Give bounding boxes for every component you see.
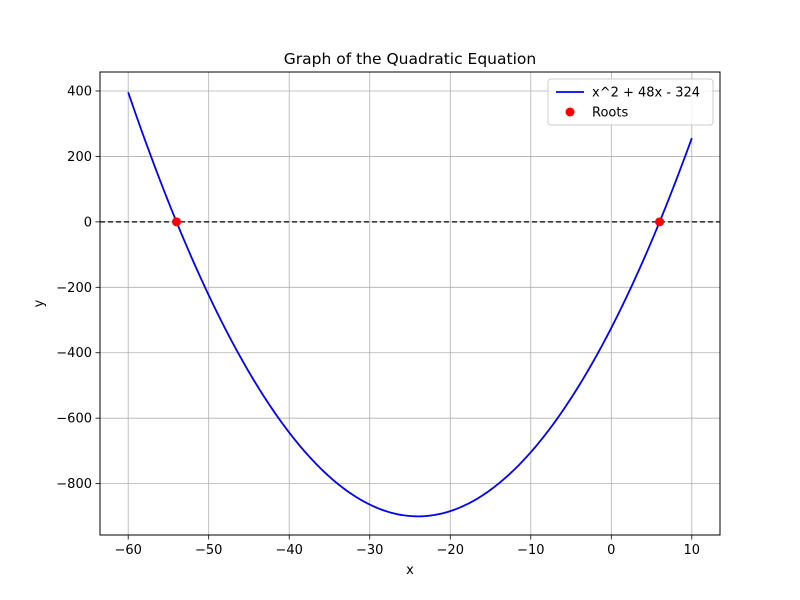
legend-label: x^2 + 48x - 324 <box>592 86 700 101</box>
series-layer <box>127 91 693 518</box>
x-tick-label: −60 <box>114 543 141 558</box>
chart-title: Graph of the Quadratic Equation <box>284 50 536 68</box>
legend: x^2 + 48x - 324 Roots <box>547 78 714 126</box>
root-point <box>171 217 181 227</box>
x-tick-label: 0 <box>607 543 615 558</box>
x-tick-label: −10 <box>517 543 544 558</box>
legend-marker-swatch <box>565 107 575 117</box>
y-tick-label: −800 <box>56 477 92 492</box>
y-tick-label: −600 <box>56 412 92 427</box>
quadratic-curve <box>127 91 693 518</box>
x-tick-label: −20 <box>437 543 464 558</box>
x-tick-label: −40 <box>276 543 303 558</box>
x-tick-label: −30 <box>356 543 383 558</box>
axis-ticks: −60 −50 −40 −30 −20 −10 0 10 400 200 0 −200 −400 −600… <box>56 84 700 558</box>
y-tick-label: 0 <box>84 215 92 230</box>
legend-box <box>547 78 714 126</box>
legend-label: Roots <box>592 106 628 121</box>
y-tick-label: 400 <box>67 84 92 99</box>
x-tick-label: 10 <box>684 543 701 558</box>
plot-area-frame <box>99 71 721 536</box>
y-tick-label: 200 <box>67 150 92 165</box>
y-tick-label: −200 <box>56 281 92 296</box>
root-point <box>655 217 665 227</box>
x-tick-label: −50 <box>195 543 222 558</box>
y-axis-label: y <box>32 299 47 307</box>
x-axis-label: x <box>406 563 414 578</box>
y-tick-label: −400 <box>56 346 92 361</box>
